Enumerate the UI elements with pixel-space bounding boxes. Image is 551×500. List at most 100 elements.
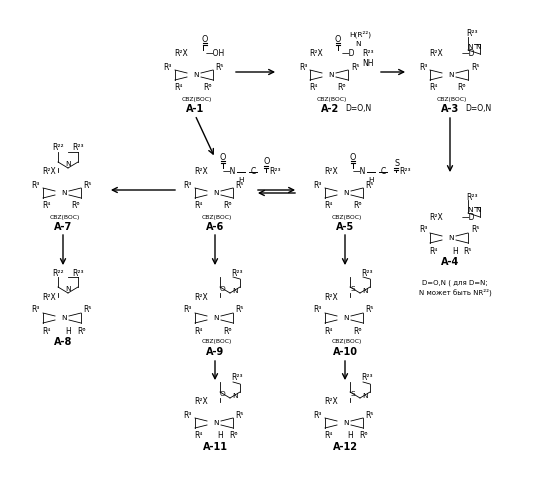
Text: R²X: R²X: [429, 50, 443, 58]
Text: N: N: [476, 44, 481, 50]
Text: R⁶: R⁶: [353, 202, 361, 210]
Text: D=O,N: D=O,N: [345, 104, 371, 114]
Text: R²X: R²X: [324, 292, 338, 302]
Text: R⁴: R⁴: [42, 202, 50, 210]
Text: H: H: [452, 246, 458, 256]
Text: R⁶: R⁶: [229, 432, 237, 440]
Text: R⁶: R⁶: [353, 326, 361, 336]
Text: H: H: [65, 326, 71, 336]
Text: N: N: [449, 72, 454, 78]
Text: R³: R³: [32, 180, 40, 190]
Text: N: N: [213, 190, 219, 196]
Text: D=O,N ( для D=N;: D=O,N ( для D=N;: [422, 280, 488, 286]
Text: R⁴: R⁴: [324, 432, 332, 440]
Text: R²X: R²X: [194, 292, 208, 302]
Text: —N: —N: [352, 168, 366, 176]
Text: CBZ(BOC): CBZ(BOC): [437, 96, 467, 102]
Text: A-8: A-8: [54, 337, 72, 347]
Text: N: N: [343, 420, 349, 426]
Text: R²X: R²X: [324, 168, 338, 176]
Text: R⁴: R⁴: [194, 202, 202, 210]
Text: R⁵: R⁵: [236, 306, 244, 314]
Text: R²X: R²X: [174, 50, 188, 58]
Text: A-9: A-9: [206, 347, 224, 357]
Text: R³: R³: [32, 306, 40, 314]
Text: R⁴: R⁴: [174, 84, 182, 92]
Text: CBZ(BOC): CBZ(BOC): [332, 340, 362, 344]
Text: N: N: [449, 235, 454, 241]
Text: —D: —D: [461, 212, 475, 222]
Text: CBZ(BOC): CBZ(BOC): [50, 214, 80, 220]
Text: N: N: [343, 190, 349, 196]
Text: R²X: R²X: [42, 168, 56, 176]
Text: R²³: R²³: [231, 268, 243, 278]
Text: R⁶: R⁶: [458, 84, 466, 92]
Text: N: N: [213, 315, 219, 321]
Text: R³: R³: [299, 62, 307, 72]
Text: —D: —D: [461, 50, 475, 58]
Text: R²³: R²³: [466, 30, 478, 38]
Text: R³: R³: [419, 62, 427, 72]
Text: D=O,N: D=O,N: [465, 104, 491, 114]
Text: —OH: —OH: [206, 50, 225, 58]
Text: R²²: R²²: [52, 144, 64, 152]
Text: A-1: A-1: [186, 104, 204, 114]
Text: O: O: [350, 152, 356, 162]
Text: R²³: R²³: [72, 144, 84, 152]
Text: CBZ(BOC): CBZ(BOC): [202, 214, 232, 220]
Text: R²³: R²³: [361, 374, 373, 382]
Text: R²³: R²³: [399, 168, 411, 176]
Text: A-7: A-7: [54, 222, 72, 232]
Text: C: C: [250, 168, 256, 176]
Text: R⁶: R⁶: [203, 84, 211, 92]
Text: R⁶: R⁶: [359, 432, 368, 440]
Text: —D: —D: [341, 50, 355, 58]
Text: O: O: [220, 286, 226, 292]
Text: H(R²²): H(R²²): [349, 30, 371, 38]
Text: O: O: [335, 34, 341, 43]
Text: N: N: [355, 41, 361, 47]
Text: R⁶: R⁶: [338, 84, 346, 92]
Text: N: N: [233, 393, 237, 399]
Text: R⁴: R⁴: [324, 326, 332, 336]
Text: R²²: R²²: [52, 268, 64, 278]
Text: S: S: [350, 286, 355, 292]
Text: N: N: [343, 315, 349, 321]
Text: N: N: [467, 44, 473, 50]
Text: NH: NH: [362, 60, 374, 68]
Text: R⁵: R⁵: [236, 410, 244, 420]
Text: R⁵: R⁵: [366, 306, 374, 314]
Text: R⁵: R⁵: [216, 62, 224, 72]
Text: A-5: A-5: [336, 222, 354, 232]
Text: R²X: R²X: [194, 398, 208, 406]
Text: R²³: R²³: [362, 50, 374, 58]
Text: R⁵: R⁵: [84, 180, 92, 190]
Text: N: N: [65, 286, 71, 292]
Text: A-6: A-6: [206, 222, 224, 232]
Text: N: N: [61, 190, 67, 196]
Text: H: H: [217, 432, 223, 440]
Text: R⁴: R⁴: [309, 84, 317, 92]
Text: A-12: A-12: [332, 442, 358, 452]
Text: CBZ(BOC): CBZ(BOC): [182, 96, 212, 102]
Text: N: N: [65, 161, 71, 167]
Text: H: H: [238, 177, 244, 183]
Text: R³: R³: [183, 410, 192, 420]
Text: R⁴: R⁴: [194, 432, 202, 440]
Text: S: S: [395, 160, 399, 168]
Text: R⁵: R⁵: [471, 226, 479, 234]
Text: R²X: R²X: [194, 168, 208, 176]
Text: R²X: R²X: [324, 398, 338, 406]
Text: R²³: R²³: [269, 168, 281, 176]
Text: R⁶: R⁶: [71, 202, 79, 210]
Text: R³: R³: [164, 62, 172, 72]
Text: R⁵: R⁵: [464, 246, 472, 256]
Text: N: N: [233, 288, 237, 294]
Text: A-3: A-3: [441, 104, 459, 114]
Text: R³: R³: [183, 180, 192, 190]
Text: R⁵: R⁵: [366, 180, 374, 190]
Text: R⁴: R⁴: [42, 326, 50, 336]
Text: R²X: R²X: [309, 50, 323, 58]
Text: R⁴: R⁴: [194, 326, 202, 336]
Text: A-4: A-4: [441, 257, 459, 267]
